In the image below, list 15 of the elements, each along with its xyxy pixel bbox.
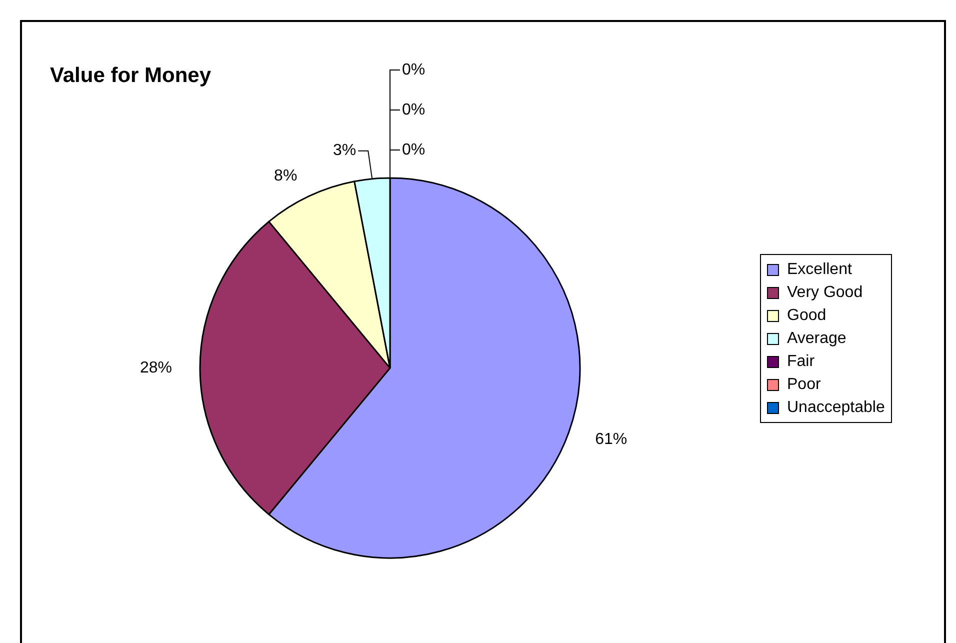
chart-title: Value for Money <box>50 64 212 88</box>
text: 0% <box>402 101 426 118</box>
data-label: 3% <box>332 142 356 160</box>
legend-label: Average <box>787 330 846 348</box>
data-label: 28% <box>140 359 172 376</box>
legend-label: Good <box>787 306 826 324</box>
legend-label: Poor <box>787 376 821 394</box>
text: 0% <box>402 61 426 78</box>
legend-label: Very Good <box>787 284 863 302</box>
legend-label: Excellent <box>787 260 852 278</box>
legend-label: Fair <box>787 352 815 370</box>
data-label: 61% <box>595 431 628 448</box>
data-label: 8% <box>274 168 298 185</box>
legend-label: Unacceptable <box>787 398 885 416</box>
text: 0% <box>402 141 426 158</box>
